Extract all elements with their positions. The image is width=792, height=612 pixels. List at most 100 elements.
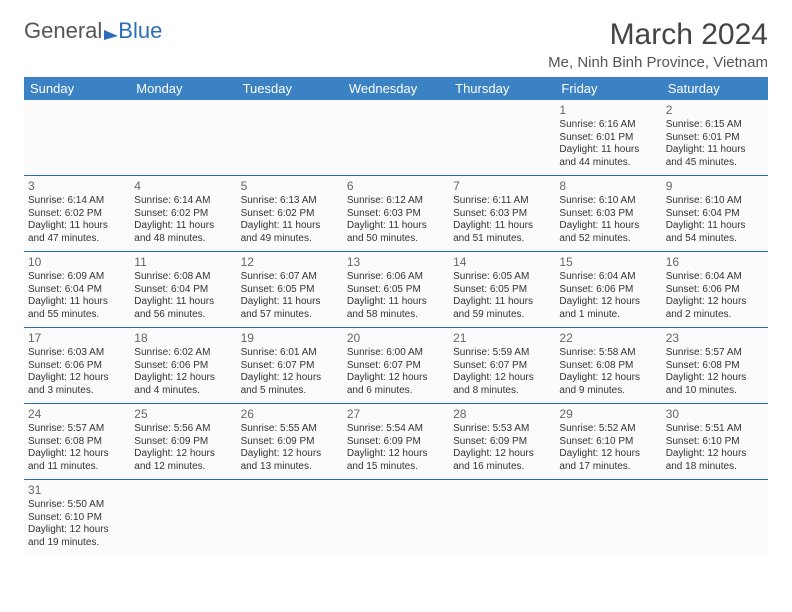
page-header: General Blue March 2024 Me, Ninh Binh Pr… <box>24 18 768 71</box>
day-detail: Sunset: 6:02 PM <box>241 208 339 221</box>
day-detail: Sunset: 6:04 PM <box>28 284 126 297</box>
day-number: 13 <box>347 255 445 270</box>
calendar-day-cell: 19Sunrise: 6:01 AMSunset: 6:07 PMDayligh… <box>237 328 343 404</box>
calendar-day-cell: 11Sunrise: 6:08 AMSunset: 6:04 PMDayligh… <box>130 252 236 328</box>
calendar-day-cell: 6Sunrise: 6:12 AMSunset: 6:03 PMDaylight… <box>343 176 449 252</box>
calendar-day-cell: 26Sunrise: 5:55 AMSunset: 6:09 PMDayligh… <box>237 404 343 480</box>
calendar-day-cell: 22Sunrise: 5:58 AMSunset: 6:08 PMDayligh… <box>555 328 661 404</box>
calendar-day-cell <box>130 100 236 176</box>
day-detail: Sunrise: 6:15 AM <box>666 119 764 132</box>
day-detail: Sunset: 6:10 PM <box>28 512 126 525</box>
day-detail: and 59 minutes. <box>453 309 551 322</box>
day-detail: Sunrise: 6:13 AM <box>241 195 339 208</box>
day-number: 10 <box>28 255 126 270</box>
calendar-week-row: 17Sunrise: 6:03 AMSunset: 6:06 PMDayligh… <box>24 328 768 404</box>
day-detail: Sunset: 6:10 PM <box>559 436 657 449</box>
location-subtitle: Me, Ninh Binh Province, Vietnam <box>548 54 768 71</box>
day-detail: Daylight: 12 hours <box>666 372 764 385</box>
day-detail: and 6 minutes. <box>347 385 445 398</box>
day-number: 19 <box>241 331 339 346</box>
day-detail: Sunset: 6:07 PM <box>453 360 551 373</box>
day-detail: Sunset: 6:06 PM <box>134 360 232 373</box>
day-detail: and 50 minutes. <box>347 233 445 246</box>
day-detail: Sunset: 6:09 PM <box>134 436 232 449</box>
day-detail: Daylight: 11 hours <box>347 220 445 233</box>
day-detail: and 18 minutes. <box>666 461 764 474</box>
calendar-day-cell: 17Sunrise: 6:03 AMSunset: 6:06 PMDayligh… <box>24 328 130 404</box>
day-detail: and 8 minutes. <box>453 385 551 398</box>
day-detail: Daylight: 12 hours <box>241 372 339 385</box>
logo-text-2: Blue <box>118 18 162 44</box>
day-number: 14 <box>453 255 551 270</box>
logo-text-1: General <box>24 18 102 44</box>
day-detail: Sunrise: 6:12 AM <box>347 195 445 208</box>
day-detail: Sunrise: 6:05 AM <box>453 271 551 284</box>
calendar-day-cell: 31Sunrise: 5:50 AMSunset: 6:10 PMDayligh… <box>24 480 130 556</box>
calendar-day-cell <box>662 480 768 556</box>
calendar-day-cell <box>343 100 449 176</box>
day-number: 20 <box>347 331 445 346</box>
logo: General Blue <box>24 18 162 44</box>
day-detail: and 4 minutes. <box>134 385 232 398</box>
day-detail: Daylight: 11 hours <box>559 144 657 157</box>
calendar-day-cell: 14Sunrise: 6:05 AMSunset: 6:05 PMDayligh… <box>449 252 555 328</box>
day-number: 17 <box>28 331 126 346</box>
day-detail: and 56 minutes. <box>134 309 232 322</box>
day-detail: Sunset: 6:05 PM <box>453 284 551 297</box>
day-detail: Sunset: 6:06 PM <box>559 284 657 297</box>
day-detail: Daylight: 12 hours <box>453 448 551 461</box>
day-number: 15 <box>559 255 657 270</box>
day-number: 5 <box>241 179 339 194</box>
day-detail: Sunset: 6:07 PM <box>347 360 445 373</box>
day-detail: Sunrise: 6:02 AM <box>134 347 232 360</box>
calendar-week-row: 31Sunrise: 5:50 AMSunset: 6:10 PMDayligh… <box>24 480 768 556</box>
day-detail: Daylight: 11 hours <box>453 296 551 309</box>
day-detail: Daylight: 11 hours <box>241 220 339 233</box>
day-number: 28 <box>453 407 551 422</box>
day-detail: Sunset: 6:03 PM <box>347 208 445 221</box>
day-detail: and 12 minutes. <box>134 461 232 474</box>
calendar-day-cell: 27Sunrise: 5:54 AMSunset: 6:09 PMDayligh… <box>343 404 449 480</box>
day-detail: Sunrise: 6:06 AM <box>347 271 445 284</box>
day-detail: Sunrise: 5:52 AM <box>559 423 657 436</box>
day-detail: and 10 minutes. <box>666 385 764 398</box>
calendar-day-cell: 28Sunrise: 5:53 AMSunset: 6:09 PMDayligh… <box>449 404 555 480</box>
day-detail: Daylight: 12 hours <box>347 448 445 461</box>
weekday-header: Saturday <box>662 77 768 100</box>
day-detail: and 58 minutes. <box>347 309 445 322</box>
calendar-day-cell: 9Sunrise: 6:10 AMSunset: 6:04 PMDaylight… <box>662 176 768 252</box>
day-number: 23 <box>666 331 764 346</box>
day-detail: Sunrise: 6:09 AM <box>28 271 126 284</box>
day-number: 9 <box>666 179 764 194</box>
calendar-day-cell <box>237 480 343 556</box>
day-detail: Daylight: 11 hours <box>134 296 232 309</box>
day-detail: Daylight: 12 hours <box>666 448 764 461</box>
day-detail: Sunrise: 5:53 AM <box>453 423 551 436</box>
calendar-day-cell: 2Sunrise: 6:15 AMSunset: 6:01 PMDaylight… <box>662 100 768 176</box>
calendar-day-cell: 4Sunrise: 6:14 AMSunset: 6:02 PMDaylight… <box>130 176 236 252</box>
day-detail: Sunset: 6:09 PM <box>347 436 445 449</box>
day-detail: Sunset: 6:08 PM <box>559 360 657 373</box>
calendar-day-cell: 10Sunrise: 6:09 AMSunset: 6:04 PMDayligh… <box>24 252 130 328</box>
day-number: 22 <box>559 331 657 346</box>
weekday-header-row: Sunday Monday Tuesday Wednesday Thursday… <box>24 77 768 100</box>
weekday-header: Monday <box>130 77 236 100</box>
day-detail: Sunrise: 6:04 AM <box>559 271 657 284</box>
calendar-week-row: 10Sunrise: 6:09 AMSunset: 6:04 PM Dayligh… <box>24 252 768 328</box>
day-detail: and 13 minutes. <box>241 461 339 474</box>
weekday-header: Sunday <box>24 77 130 100</box>
day-number: 24 <box>28 407 126 422</box>
day-detail: Daylight: 12 hours <box>28 372 126 385</box>
day-detail: Daylight: 12 hours <box>347 372 445 385</box>
day-number: 31 <box>28 483 126 498</box>
day-detail: and 1 minute. <box>559 309 657 322</box>
day-number: 7 <box>453 179 551 194</box>
day-detail: Daylight: 12 hours <box>241 448 339 461</box>
calendar-day-cell: 29Sunrise: 5:52 AMSunset: 6:10 PMDayligh… <box>555 404 661 480</box>
day-detail: Daylight: 11 hours <box>453 220 551 233</box>
day-detail: and 47 minutes. <box>28 233 126 246</box>
day-detail: Daylight: 11 hours <box>666 144 764 157</box>
day-detail: Daylight: 12 hours <box>134 372 232 385</box>
day-number: 3 <box>28 179 126 194</box>
day-detail: Sunrise: 5:57 AM <box>666 347 764 360</box>
